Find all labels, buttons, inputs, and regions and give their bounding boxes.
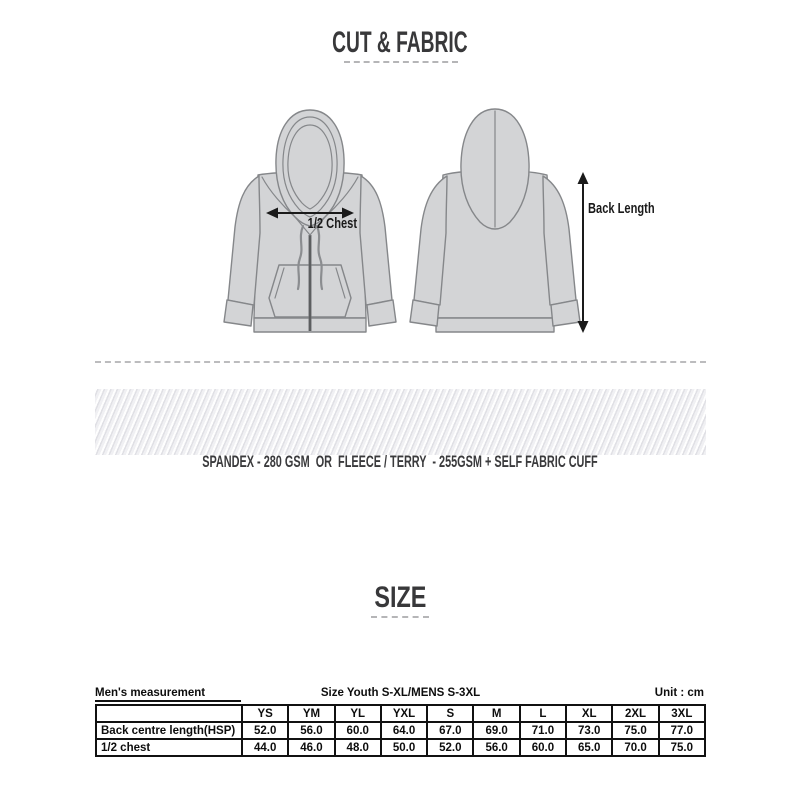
size-heading-underline (371, 616, 429, 618)
size-table-header-row: YS YM YL YXL S M L XL 2XL 3XL (95, 704, 707, 723)
size-table-row-half-chest: 1/2 chest 44.0 46.0 48.0 50.0 52.0 56.0 … (95, 738, 707, 757)
back-length-measure-label: Back Length (588, 200, 678, 217)
size-table-row-back-length: Back centre length(HSP) 52.0 56.0 60.0 6… (95, 721, 707, 740)
front-drawstring-left (296, 224, 305, 291)
size-column-header: L (518, 704, 568, 723)
cut-fabric-heading: CUT & FABRIC (0, 26, 800, 60)
size-heading-text: SIZE (373, 581, 427, 614)
measurement-value: 50.0 (379, 738, 429, 757)
front-chin-seam (294, 216, 326, 236)
back-length-measure-label-text: Back Length (588, 200, 655, 217)
dashed-separator (95, 361, 706, 363)
measurement-value: 52.0 (240, 721, 290, 740)
size-table-section: Men's measurement Size Youth S-XL/MENS S… (95, 687, 707, 757)
size-column-header: YS (240, 704, 290, 723)
size-column-header: YL (333, 704, 382, 723)
chest-measure-label: 1/2 Chest (290, 215, 374, 232)
measurement-value: 69.0 (472, 721, 521, 740)
cut-fabric-heading-text: CUT & FABRIC (332, 26, 468, 59)
front-left-cuff (223, 299, 254, 327)
size-column-header: M (472, 704, 521, 723)
fabric-description-text: SPANDEX - 280 GSM OR FLEECE / TERRY - 25… (202, 452, 598, 471)
row-label: Back centre length(HSP) (95, 721, 243, 740)
measurement-value: 52.0 (426, 738, 475, 757)
back-length-measure-arrow (577, 172, 589, 333)
measurement-value: 77.0 (657, 721, 707, 740)
front-hoodie-illustration (223, 109, 397, 333)
measurement-value: 64.0 (379, 721, 429, 740)
measurement-value: 75.0 (611, 721, 660, 740)
size-column-header: 2XL (611, 704, 660, 723)
front-drawstring-right (315, 224, 324, 291)
back-hem-band (435, 317, 555, 333)
back-hoodie-illustration (409, 108, 581, 333)
back-left-cuff (409, 299, 440, 327)
size-column-header: YXL (379, 704, 429, 723)
chest-arrow-head-right (342, 207, 354, 219)
size-heading: SIZE (0, 581, 800, 615)
measurement-value: 60.0 (518, 738, 568, 757)
fabric-swatch-image (95, 389, 706, 455)
chest-measure-arrow (266, 207, 354, 219)
measurement-value: 44.0 (240, 738, 290, 757)
measurement-value: 56.0 (287, 721, 336, 740)
front-right-cuff (366, 299, 397, 327)
measurement-type-label: Men's measurement (95, 687, 241, 702)
unit-label: Unit : cm (654, 687, 704, 699)
measurement-value: 73.0 (565, 721, 614, 740)
size-table: YS YM YL YXL S M L XL 2XL 3XL Back centr… (95, 704, 707, 757)
measurement-value: 60.0 (333, 721, 382, 740)
measurement-value: 71.0 (518, 721, 568, 740)
size-table-corner-cell (95, 704, 243, 723)
back-right-cuff (550, 299, 581, 327)
back-left-sleeve (413, 175, 448, 306)
back-right-sleeve (542, 175, 577, 306)
measurement-value: 65.0 (565, 738, 614, 757)
cut-fabric-heading-underline (344, 61, 458, 63)
front-hood-inner-line (282, 116, 338, 218)
measurement-value: 48.0 (333, 738, 382, 757)
size-table-meta-row: Men's measurement Size Youth S-XL/MENS S… (95, 687, 706, 703)
measurement-value: 46.0 (287, 738, 336, 757)
front-left-sleeve (227, 175, 261, 306)
size-column-header: XL (565, 704, 614, 723)
back-length-arrow-head-bottom (577, 321, 589, 333)
size-column-header: YM (287, 704, 336, 723)
front-hood-opening-line (287, 124, 333, 210)
front-pocket-stitch-right (335, 267, 346, 299)
measurement-value: 67.0 (426, 721, 475, 740)
size-column-header: 3XL (657, 704, 707, 723)
fabric-description: SPANDEX - 280 GSM OR FLEECE / TERRY - 25… (0, 452, 800, 472)
front-right-sleeve (359, 175, 393, 306)
size-range-label: Size Youth S-XL/MENS S-3XL (320, 687, 481, 699)
measurement-value: 70.0 (611, 738, 660, 757)
measurement-value: 56.0 (472, 738, 521, 757)
chest-arrow-head-left (266, 207, 278, 219)
measurement-value: 75.0 (657, 738, 707, 757)
row-label: 1/2 chest (95, 738, 243, 757)
chest-measure-label-text: 1/2 Chest (307, 215, 357, 232)
back-length-arrow-head-top (577, 172, 589, 184)
size-column-header: S (426, 704, 475, 723)
hoodie-diagram (223, 108, 589, 333)
front-pocket-stitch-left (274, 267, 285, 299)
